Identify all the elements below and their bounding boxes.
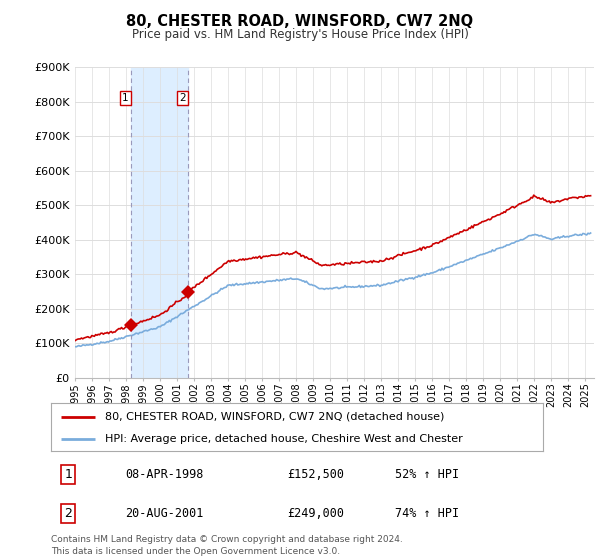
Text: 80, CHESTER ROAD, WINSFORD, CW7 2NQ: 80, CHESTER ROAD, WINSFORD, CW7 2NQ bbox=[127, 14, 473, 29]
Text: Contains HM Land Registry data © Crown copyright and database right 2024.
This d: Contains HM Land Registry data © Crown c… bbox=[51, 535, 403, 556]
Text: £152,500: £152,500 bbox=[287, 468, 344, 481]
Bar bbox=[131, 67, 188, 378]
Text: 2: 2 bbox=[64, 507, 72, 520]
Text: 20-AUG-2001: 20-AUG-2001 bbox=[125, 507, 203, 520]
Text: 08-APR-1998: 08-APR-1998 bbox=[125, 468, 203, 481]
Text: 52% ↑ HPI: 52% ↑ HPI bbox=[395, 468, 460, 481]
Text: 74% ↑ HPI: 74% ↑ HPI bbox=[395, 507, 460, 520]
Text: £249,000: £249,000 bbox=[287, 507, 344, 520]
Text: 2: 2 bbox=[179, 94, 186, 103]
Text: 1: 1 bbox=[122, 94, 129, 103]
Text: 80, CHESTER ROAD, WINSFORD, CW7 2NQ (detached house): 80, CHESTER ROAD, WINSFORD, CW7 2NQ (det… bbox=[105, 412, 445, 422]
Text: Price paid vs. HM Land Registry's House Price Index (HPI): Price paid vs. HM Land Registry's House … bbox=[131, 28, 469, 41]
Text: HPI: Average price, detached house, Cheshire West and Chester: HPI: Average price, detached house, Ches… bbox=[105, 434, 463, 444]
Text: 1: 1 bbox=[64, 468, 72, 481]
